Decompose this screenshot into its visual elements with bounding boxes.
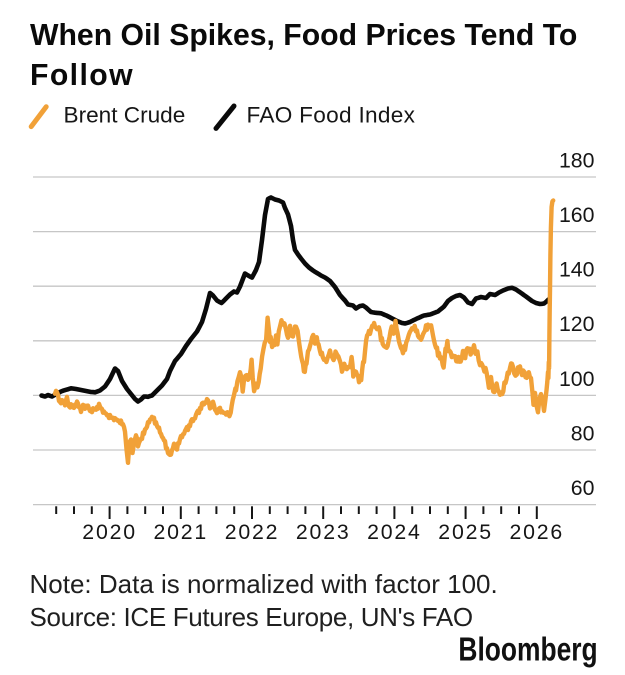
svg-text:Follow: Follow [30,59,134,92]
svg-text:100: 100 [559,367,595,391]
svg-text:180: 180 [559,148,595,172]
svg-text:Brent Crude: Brent Crude [64,102,186,127]
svg-text:2020: 2020 [82,520,137,544]
svg-text:2026: 2026 [510,520,565,544]
svg-text:2021: 2021 [154,520,209,544]
svg-text:80: 80 [571,421,595,445]
svg-text:2025: 2025 [438,520,493,544]
svg-text:160: 160 [559,203,595,227]
svg-text:When Oil Spikes, Food Prices T: When Oil Spikes, Food Prices Tend To [30,19,577,52]
svg-text:Note: Data is normalized with: Note: Data is normalized with factor 100… [30,569,498,599]
svg-text:FAO Food Index: FAO Food Index [247,102,416,127]
svg-text:Bloomberg: Bloomberg [458,632,597,668]
svg-text:60: 60 [571,476,595,500]
svg-text:140: 140 [559,258,595,282]
svg-text:2023: 2023 [296,520,351,544]
svg-text:2022: 2022 [225,520,280,544]
svg-text:Source: ICE Futures Europe, UN: Source: ICE Futures Europe, UN's FAO [30,602,473,632]
svg-text:2024: 2024 [367,520,422,544]
svg-text:120: 120 [559,312,595,336]
